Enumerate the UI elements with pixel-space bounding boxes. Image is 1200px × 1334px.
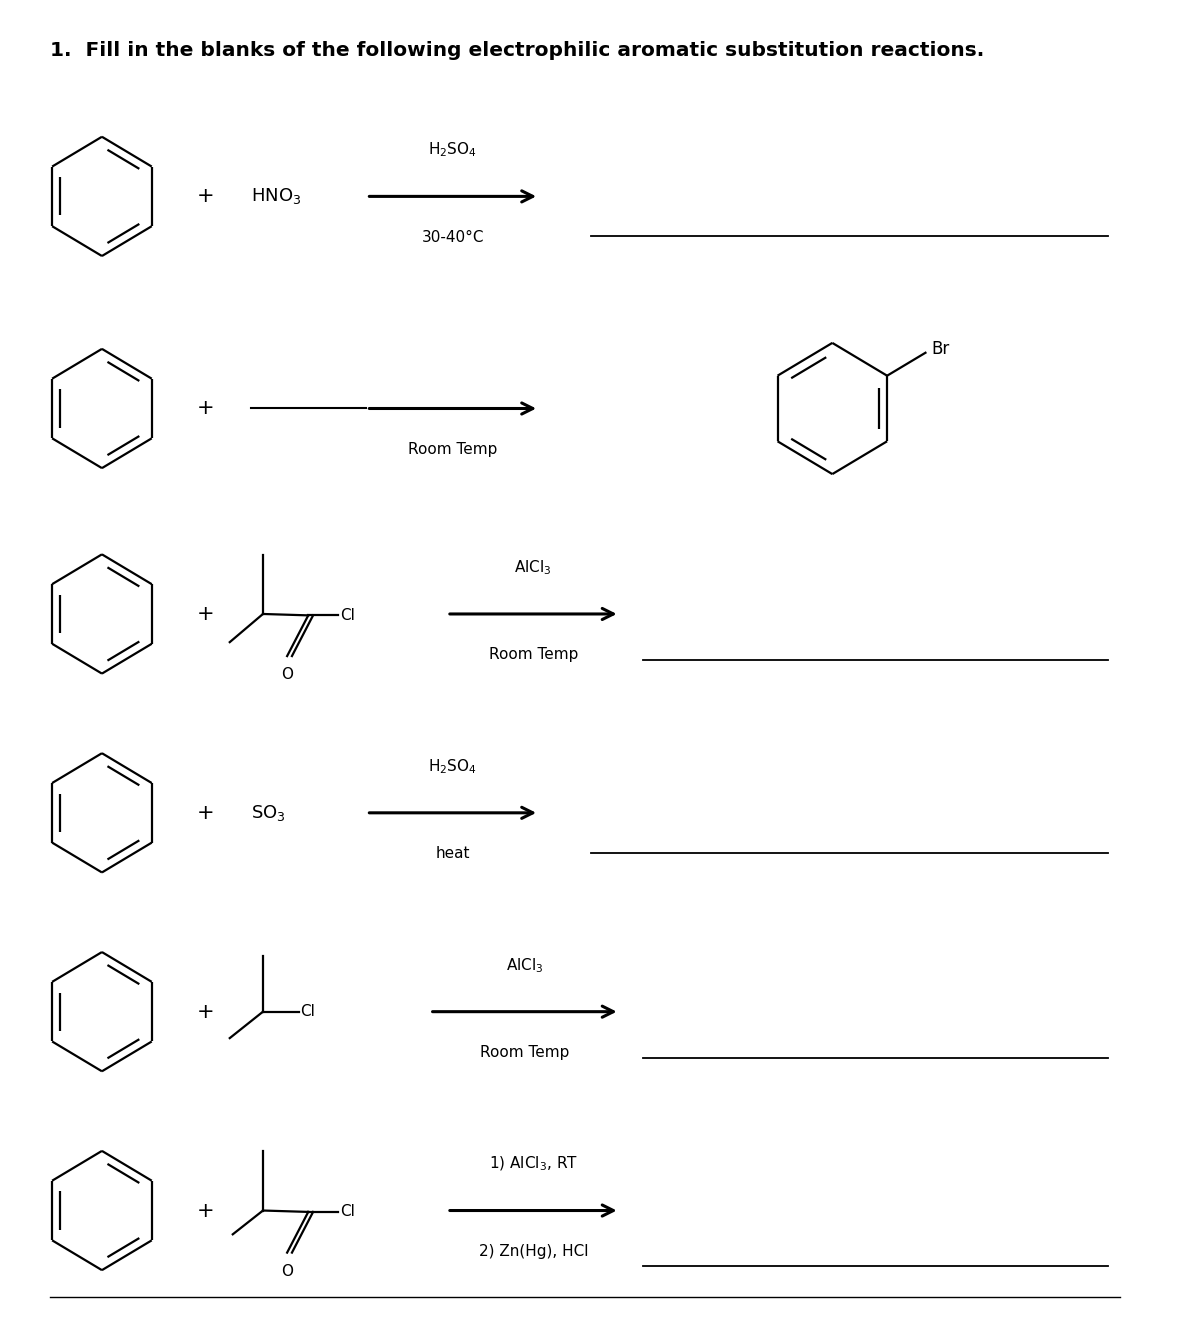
Text: Room Temp: Room Temp xyxy=(488,647,578,662)
Text: 30-40°C: 30-40°C xyxy=(421,229,484,244)
Text: +: + xyxy=(197,187,215,207)
Text: Cl: Cl xyxy=(340,608,354,623)
Text: H$_2$SO$_4$: H$_2$SO$_4$ xyxy=(428,756,478,775)
Text: Room Temp: Room Temp xyxy=(480,1045,569,1059)
Text: H$_2$SO$_4$: H$_2$SO$_4$ xyxy=(428,140,478,159)
Text: O: O xyxy=(281,1263,293,1279)
Text: +: + xyxy=(197,604,215,624)
Text: 1.  Fill in the blanks of the following electrophilic aromatic substitution reac: 1. Fill in the blanks of the following e… xyxy=(50,41,984,60)
Text: O: O xyxy=(281,667,293,682)
Text: +: + xyxy=(197,1201,215,1221)
Text: Room Temp: Room Temp xyxy=(408,442,498,456)
Text: HNO$_3$: HNO$_3$ xyxy=(252,187,301,207)
Text: Cl: Cl xyxy=(300,1005,316,1019)
Text: 1) AlCl$_3$, RT: 1) AlCl$_3$, RT xyxy=(488,1155,578,1174)
Text: heat: heat xyxy=(436,846,470,860)
Text: AlCl$_3$: AlCl$_3$ xyxy=(506,956,544,975)
Text: Br: Br xyxy=(931,340,949,358)
Text: +: + xyxy=(197,1002,215,1022)
Text: SO$_3$: SO$_3$ xyxy=(252,803,286,823)
Text: +: + xyxy=(197,803,215,823)
Text: AlCl$_3$: AlCl$_3$ xyxy=(515,558,552,576)
Text: 2) Zn(Hg), HCl: 2) Zn(Hg), HCl xyxy=(479,1243,588,1259)
Text: +: + xyxy=(197,399,215,419)
Text: Cl: Cl xyxy=(340,1205,354,1219)
